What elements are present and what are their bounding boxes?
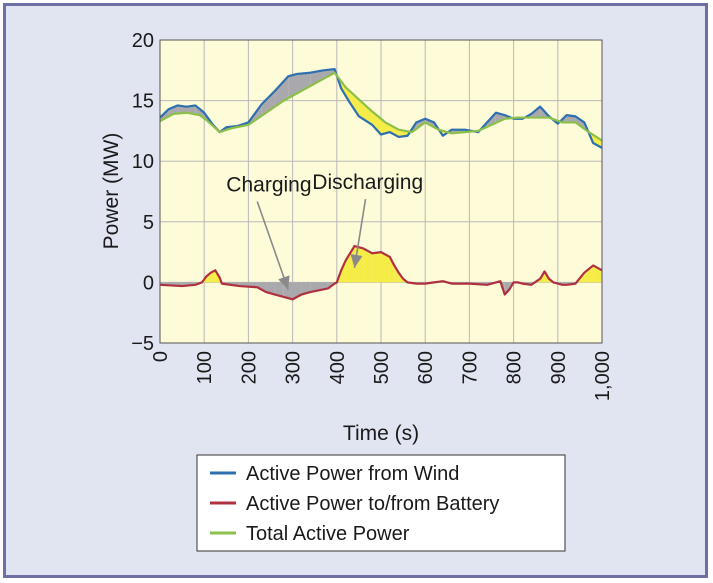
battery-area	[301, 282, 311, 295]
x-tick-label: 600	[415, 351, 437, 384]
wind-total-gap	[389, 124, 399, 137]
x-tick-label: 700	[459, 351, 481, 384]
y-tick-label: 0	[143, 272, 154, 294]
y-tick-label: 20	[132, 30, 154, 52]
y-tick-label: −5	[131, 333, 154, 355]
x-tick-label: 300	[283, 351, 305, 384]
battery-area	[504, 282, 510, 295]
battery-area	[310, 282, 328, 293]
battery-area	[274, 282, 284, 297]
x-tick-label: 400	[327, 351, 349, 384]
x-tick-label: 0	[150, 351, 172, 362]
legend-item-wind: Active Power from Wind	[246, 463, 459, 485]
y-tick-label: 15	[132, 91, 154, 113]
wind-total-gap	[381, 118, 390, 135]
x-tick-label: 100	[194, 351, 216, 384]
x-tick-labels: 0 100 200 300 400 500 600 700 800 900 1,000	[150, 351, 614, 401]
wind-total-gap	[177, 105, 187, 114]
wind-total-gap	[310, 70, 324, 87]
battery-area	[372, 252, 381, 283]
x-tick-label: 1,000	[592, 351, 614, 401]
total-power-line	[159, 71, 603, 142]
annotation-label: Discharging	[312, 171, 423, 194]
y-tick-labels: −5 0 5 10 15 20	[131, 30, 154, 355]
battery-area	[381, 252, 390, 283]
x-axis-label: Time (s)	[343, 422, 419, 445]
annotation-label: Charging	[226, 174, 311, 197]
x-tick-label: 800	[504, 351, 526, 384]
wind-total-gap	[297, 72, 311, 94]
y-axis-label: Power (MW)	[100, 133, 123, 250]
wind-total-gap	[575, 116, 585, 129]
x-tick-label: 900	[548, 351, 570, 384]
annotation-arrow	[256, 201, 289, 290]
y-tick-label: 5	[143, 212, 154, 234]
wind-total-gap	[261, 90, 275, 116]
battery-area	[363, 248, 373, 283]
battery-area	[584, 265, 594, 283]
wind-power-line	[159, 67, 603, 149]
legend: Active Power from Wind Active Power to/fr…	[210, 463, 499, 545]
series-lines	[159, 67, 603, 301]
plot-border	[159, 39, 603, 344]
legend-item-total: Total Active Power	[246, 523, 410, 545]
annotation-arrowhead	[278, 275, 290, 290]
battery-area	[394, 265, 399, 283]
annotation-arrowhead	[350, 254, 363, 268]
wind-total-gap	[288, 73, 298, 99]
annotations: Charging Discharging	[226, 171, 423, 290]
wind-total-gap	[593, 134, 602, 148]
x-tick-label: 200	[238, 351, 260, 384]
battery-area	[266, 282, 275, 295]
battery-area	[341, 260, 346, 283]
battery-area	[206, 272, 211, 283]
legend-item-battery: Active Power to/from Battery	[246, 493, 499, 515]
battery-power-line	[159, 244, 603, 301]
legend-box	[196, 454, 566, 552]
y-tick-label: 10	[132, 151, 154, 173]
x-tick-label: 500	[371, 351, 393, 384]
